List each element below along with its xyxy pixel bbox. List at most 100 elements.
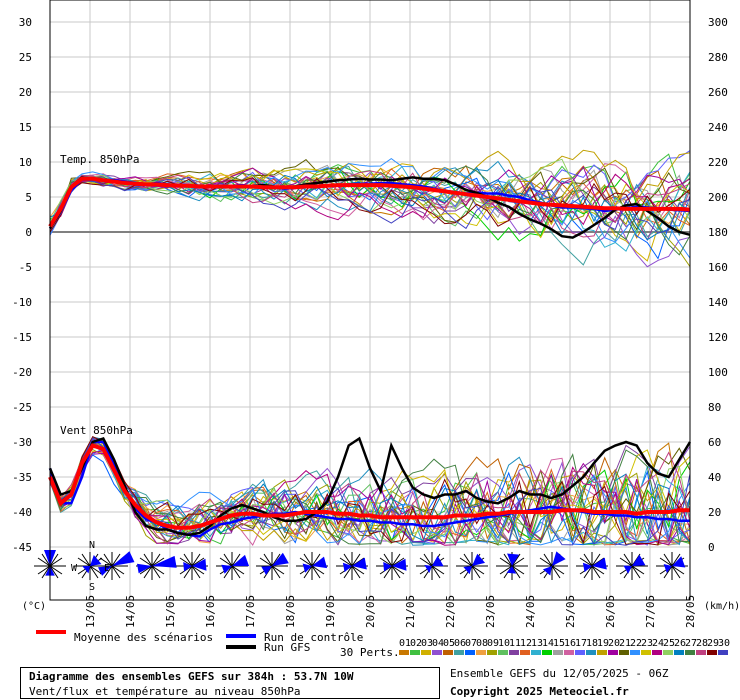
perturbation-number: 10 bbox=[498, 638, 510, 649]
rose-wind-petal bbox=[552, 551, 566, 566]
y-left-tick: -5 bbox=[19, 261, 32, 274]
y-right-tick: 60 bbox=[708, 436, 721, 449]
y-right-tick: 20 bbox=[708, 506, 721, 519]
rose-wind-petal bbox=[183, 561, 192, 572]
perturbation-color-swatch bbox=[476, 650, 486, 655]
rose-spike bbox=[143, 565, 153, 579]
perturbation-number: 30 bbox=[718, 638, 730, 649]
rose-wind-petal bbox=[221, 564, 232, 574]
y-right-tick: 280 bbox=[708, 51, 728, 64]
perturbation-color-swatch bbox=[685, 650, 695, 655]
perturbation-color-swatch bbox=[531, 650, 541, 655]
perturbation-swatches: 0102030405060708091011121314151617181920… bbox=[399, 638, 730, 655]
wind-rose bbox=[496, 552, 528, 580]
perturbation-number: 02 bbox=[410, 638, 422, 649]
rose-spike bbox=[191, 557, 205, 567]
perturbation-number: 17 bbox=[575, 638, 587, 649]
x-date-label: 17/05 bbox=[244, 595, 257, 628]
wind-perturbation-11 bbox=[49, 437, 691, 546]
rose-spike bbox=[339, 557, 353, 567]
rose-wind-petal bbox=[383, 561, 392, 572]
rose-spike bbox=[191, 565, 205, 575]
perturbation-color-swatch bbox=[641, 650, 651, 655]
x-date-label: 23/05 bbox=[484, 595, 497, 628]
rose-spike bbox=[231, 553, 241, 567]
perturbations-label: 30 Perts. bbox=[340, 646, 400, 659]
y-left-tick: 20 bbox=[19, 86, 32, 99]
wind-mean-line bbox=[48, 443, 690, 530]
rose-spike bbox=[311, 553, 321, 567]
rose-spike bbox=[499, 557, 513, 567]
info-box: Diagramme des ensembles GEFS sur 384h : … bbox=[20, 667, 440, 699]
y-right-tick: 160 bbox=[708, 261, 728, 274]
perturbation-color-swatch bbox=[410, 650, 420, 655]
x-date-label: 24/05 bbox=[524, 595, 537, 628]
y-left-tick: -30 bbox=[12, 436, 32, 449]
main-lines bbox=[48, 176, 692, 538]
rose-wind-petal bbox=[582, 562, 592, 573]
wind-rose bbox=[296, 552, 328, 580]
perturbation-color-swatch bbox=[630, 650, 640, 655]
perturbation-color-swatch bbox=[443, 650, 453, 655]
perturbation-number: 15 bbox=[553, 638, 565, 649]
rose-spike bbox=[41, 565, 51, 579]
perturbation-number: 13 bbox=[531, 638, 543, 649]
legend-gfs-label: Run GFS bbox=[264, 641, 310, 654]
x-date-label: 20/05 bbox=[364, 595, 377, 628]
rose-spike bbox=[271, 553, 281, 567]
rose-spike bbox=[583, 565, 593, 579]
rose-spike bbox=[671, 553, 681, 567]
rose-letter-w: W bbox=[71, 563, 78, 574]
perturbation-color-swatch bbox=[674, 650, 684, 655]
rose-spike bbox=[503, 553, 513, 567]
x-date-label: 13/05 bbox=[84, 595, 97, 628]
rose-wind-petal bbox=[152, 555, 177, 568]
perturbation-color-swatch bbox=[696, 650, 706, 655]
rose-spike bbox=[511, 565, 521, 579]
rose-spike bbox=[191, 565, 201, 579]
rose-spike bbox=[623, 553, 633, 567]
left-axis-unit: (°C) bbox=[22, 601, 46, 612]
wind-gfs-line bbox=[48, 436, 692, 537]
rose-wind-petal bbox=[432, 555, 444, 567]
perturbation-color-swatch bbox=[663, 650, 673, 655]
run-info: Ensemble GEFS du 12/05/2025 - 06Z bbox=[450, 667, 669, 680]
perturbation-color-swatch bbox=[465, 650, 475, 655]
wind-perturbation-27 bbox=[49, 439, 691, 545]
rose-spike bbox=[471, 565, 485, 575]
rose-spike bbox=[151, 565, 161, 579]
perturbation-color-swatch bbox=[454, 650, 464, 655]
rose-spike bbox=[41, 553, 51, 567]
perturbation-color-swatch bbox=[399, 650, 409, 655]
perturbation-color-swatch bbox=[542, 650, 552, 655]
rose-spike bbox=[183, 565, 193, 579]
y-right-tick: 240 bbox=[708, 121, 728, 134]
perturbation-color-swatch bbox=[564, 650, 574, 655]
rose-spike bbox=[431, 565, 441, 579]
perturbation-color-swatch bbox=[487, 650, 497, 655]
rose-spike bbox=[111, 565, 121, 579]
rose-spike bbox=[351, 553, 361, 567]
rose-spike bbox=[471, 565, 481, 579]
rose-spike bbox=[511, 557, 525, 567]
y-left-tick: -35 bbox=[12, 471, 32, 484]
rose-wind-petal bbox=[272, 552, 289, 566]
y-right-tick: 180 bbox=[708, 226, 728, 239]
y-right-tick: 0 bbox=[708, 541, 715, 554]
y-left-tick: -25 bbox=[12, 401, 32, 414]
rose-spike bbox=[89, 565, 99, 579]
wind-perturbation-26 bbox=[49, 436, 691, 546]
legend-control-label: Run de contrôle bbox=[264, 631, 363, 644]
rose-spike bbox=[343, 565, 353, 579]
rose-wind-petal bbox=[342, 562, 352, 573]
wind-perturbation-21 bbox=[49, 440, 691, 546]
rose-spike bbox=[103, 565, 113, 579]
rose-spike bbox=[139, 557, 153, 567]
rose-spike bbox=[431, 565, 445, 575]
wind-rose bbox=[536, 551, 568, 580]
perturbation-number: 21 bbox=[619, 638, 631, 649]
y-left-tick: 5 bbox=[25, 191, 32, 204]
wind-rose bbox=[336, 552, 368, 580]
rose-spike bbox=[179, 557, 193, 567]
x-date-label: 16/05 bbox=[204, 595, 217, 628]
